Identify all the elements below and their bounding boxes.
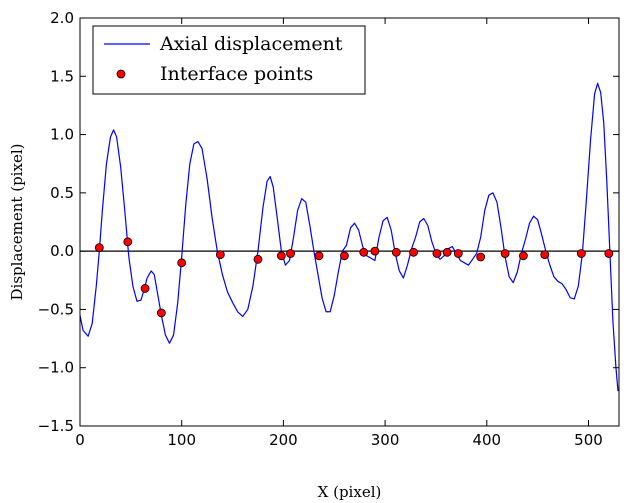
y-tick-label: 2.0 <box>50 9 74 27</box>
y-axis-title: Displacement (pixel) <box>8 144 26 301</box>
interface-point <box>370 246 380 256</box>
interface-point <box>453 249 463 258</box>
interface-point <box>94 243 104 253</box>
interface-point <box>476 252 486 262</box>
plot-area <box>80 82 619 392</box>
interface-point <box>500 249 510 258</box>
interface-point <box>540 250 550 260</box>
axis-ticks: 0 100 200 300 400 500 −1.5 −1.0 −0.5 0.0 0.5 1.0 1.5… <box>38 9 619 449</box>
interface-point <box>359 247 369 257</box>
interface-point <box>140 284 150 293</box>
x-tick-label: 400 <box>472 431 501 449</box>
interface-point <box>519 251 528 261</box>
x-axis-title: X (pixel) <box>318 483 382 501</box>
legend-label: Interface points <box>160 63 313 85</box>
interface-point <box>215 250 225 260</box>
y-tick-label: 1.0 <box>50 126 74 144</box>
x-tick-label: 500 <box>574 431 603 449</box>
interface-point <box>409 247 418 257</box>
interface-point <box>276 251 286 261</box>
axial-displacement-line <box>80 82 619 392</box>
x-tick-label: 200 <box>269 431 298 449</box>
interface-point <box>314 251 324 261</box>
y-tick-label: 0.0 <box>50 242 74 260</box>
x-tick-label: 300 <box>371 431 400 449</box>
interface-point <box>286 249 295 258</box>
y-tick-label: −1.5 <box>38 417 74 435</box>
legend: Axial displacement Interface points <box>92 25 366 95</box>
interface-point <box>123 237 133 247</box>
interface-point <box>442 247 452 257</box>
interface-point <box>340 251 349 261</box>
x-tick-label: 100 <box>167 431 196 449</box>
y-tick-label: −1.0 <box>38 359 74 377</box>
legend-marker-swatch <box>116 69 126 79</box>
interface-point <box>177 258 187 268</box>
interface-point <box>432 249 442 258</box>
y-tick-label: 1.5 <box>50 67 74 85</box>
y-tick-label: −0.5 <box>38 300 74 318</box>
interface-point <box>604 249 614 258</box>
interface-point <box>391 247 401 257</box>
interface-point <box>576 249 586 258</box>
x-tick-label: 0 <box>75 431 85 449</box>
plot-frame <box>79 17 620 427</box>
interface-point <box>156 308 166 318</box>
legend-box <box>92 25 366 95</box>
y-tick-label: 0.5 <box>50 184 74 202</box>
interface-point <box>253 254 263 264</box>
legend-label: Axial displacement <box>159 33 343 55</box>
